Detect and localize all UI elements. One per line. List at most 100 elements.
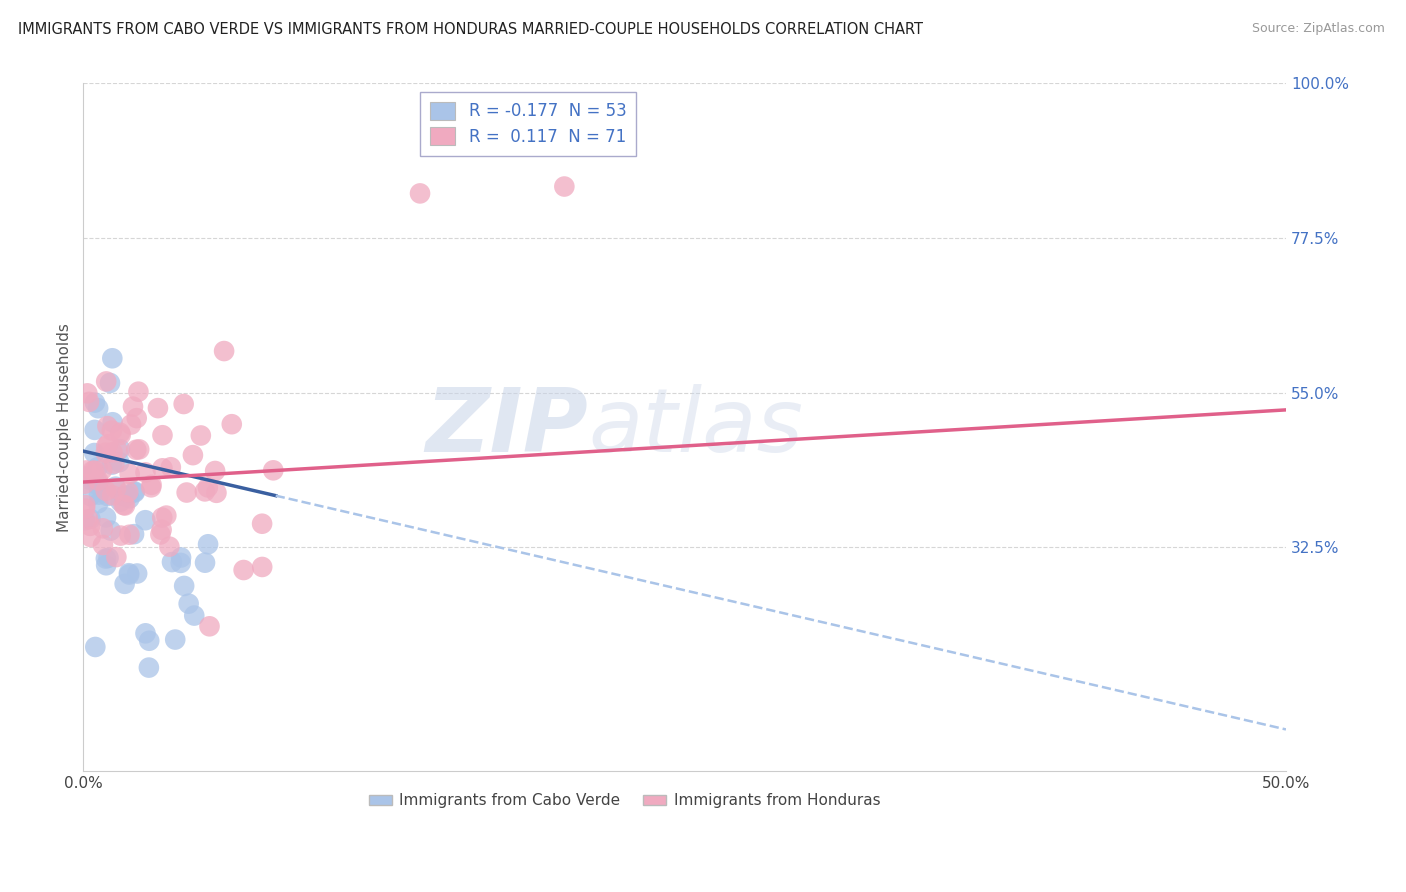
Point	[127, 566, 149, 581]
Point	[98, 376, 121, 390]
Point	[83, 423, 105, 437]
Point	[134, 466, 156, 480]
Point	[112, 490, 135, 504]
Point	[125, 411, 148, 425]
Point	[262, 463, 284, 477]
Point	[104, 480, 127, 494]
Point	[114, 499, 136, 513]
Point	[125, 442, 148, 457]
Point	[75, 498, 97, 512]
Point	[82, 464, 104, 478]
Point	[122, 400, 145, 414]
Point	[94, 510, 117, 524]
Point	[181, 448, 204, 462]
Point	[250, 516, 273, 531]
Point	[79, 473, 101, 487]
Point	[141, 478, 163, 492]
Point	[197, 480, 219, 494]
Point	[87, 401, 110, 416]
Point	[152, 461, 174, 475]
Point	[120, 417, 142, 432]
Point	[94, 446, 117, 460]
Point	[138, 660, 160, 674]
Point	[160, 460, 183, 475]
Point	[118, 467, 141, 481]
Point	[97, 550, 120, 565]
Point	[87, 488, 110, 502]
Point	[101, 424, 124, 438]
Point	[553, 179, 575, 194]
Point	[73, 513, 96, 527]
Point	[101, 351, 124, 366]
Point	[194, 556, 217, 570]
Point	[155, 508, 177, 523]
Point	[77, 395, 100, 409]
Point	[165, 632, 187, 647]
Point	[110, 427, 132, 442]
Point	[128, 442, 150, 457]
Point	[96, 375, 118, 389]
Point	[94, 551, 117, 566]
Point	[170, 556, 193, 570]
Point	[87, 496, 110, 510]
Point	[84, 640, 107, 654]
Point	[118, 527, 141, 541]
Point	[138, 633, 160, 648]
Point	[160, 555, 183, 569]
Point	[108, 455, 131, 469]
Point	[84, 395, 107, 409]
Point	[97, 437, 120, 451]
Text: atlas: atlas	[589, 384, 803, 470]
Point	[91, 521, 114, 535]
Point	[205, 485, 228, 500]
Text: ZIP: ZIP	[426, 384, 589, 471]
Point	[101, 488, 124, 502]
Point	[212, 344, 235, 359]
Point	[134, 626, 156, 640]
Point	[79, 512, 101, 526]
Point	[73, 476, 96, 491]
Point	[87, 474, 110, 488]
Point	[134, 513, 156, 527]
Point	[75, 463, 97, 477]
Point	[86, 478, 108, 492]
Point	[409, 186, 432, 201]
Point	[96, 419, 118, 434]
Point	[221, 417, 243, 432]
Point	[110, 494, 132, 508]
Point	[87, 460, 110, 475]
Point	[127, 384, 149, 399]
Point	[118, 566, 141, 581]
Point	[79, 519, 101, 533]
Point	[94, 483, 117, 498]
Point	[104, 482, 127, 496]
Point	[124, 485, 146, 500]
Point	[110, 528, 132, 542]
Point	[107, 443, 129, 458]
Point	[117, 485, 139, 500]
Y-axis label: Married-couple Households: Married-couple Households	[58, 323, 72, 532]
Text: IMMIGRANTS FROM CABO VERDE VS IMMIGRANTS FROM HONDURAS MARRIED-COUPLE HOUSEHOLDS: IMMIGRANTS FROM CABO VERDE VS IMMIGRANTS…	[18, 22, 924, 37]
Point	[250, 560, 273, 574]
Point	[232, 563, 254, 577]
Point	[112, 498, 135, 512]
Point	[73, 501, 96, 516]
Point	[91, 538, 114, 552]
Point	[197, 537, 219, 551]
Legend: Immigrants from Cabo Verde, Immigrants from Honduras: Immigrants from Cabo Verde, Immigrants f…	[363, 788, 887, 814]
Point	[146, 401, 169, 416]
Point	[176, 485, 198, 500]
Point	[101, 445, 124, 459]
Point	[150, 510, 173, 524]
Point	[173, 579, 195, 593]
Text: Source: ZipAtlas.com: Source: ZipAtlas.com	[1251, 22, 1385, 36]
Point	[204, 464, 226, 478]
Point	[194, 484, 217, 499]
Point	[150, 523, 173, 537]
Point	[83, 446, 105, 460]
Point	[77, 512, 100, 526]
Point	[122, 527, 145, 541]
Point	[108, 442, 131, 456]
Point	[108, 425, 131, 440]
Point	[177, 597, 200, 611]
